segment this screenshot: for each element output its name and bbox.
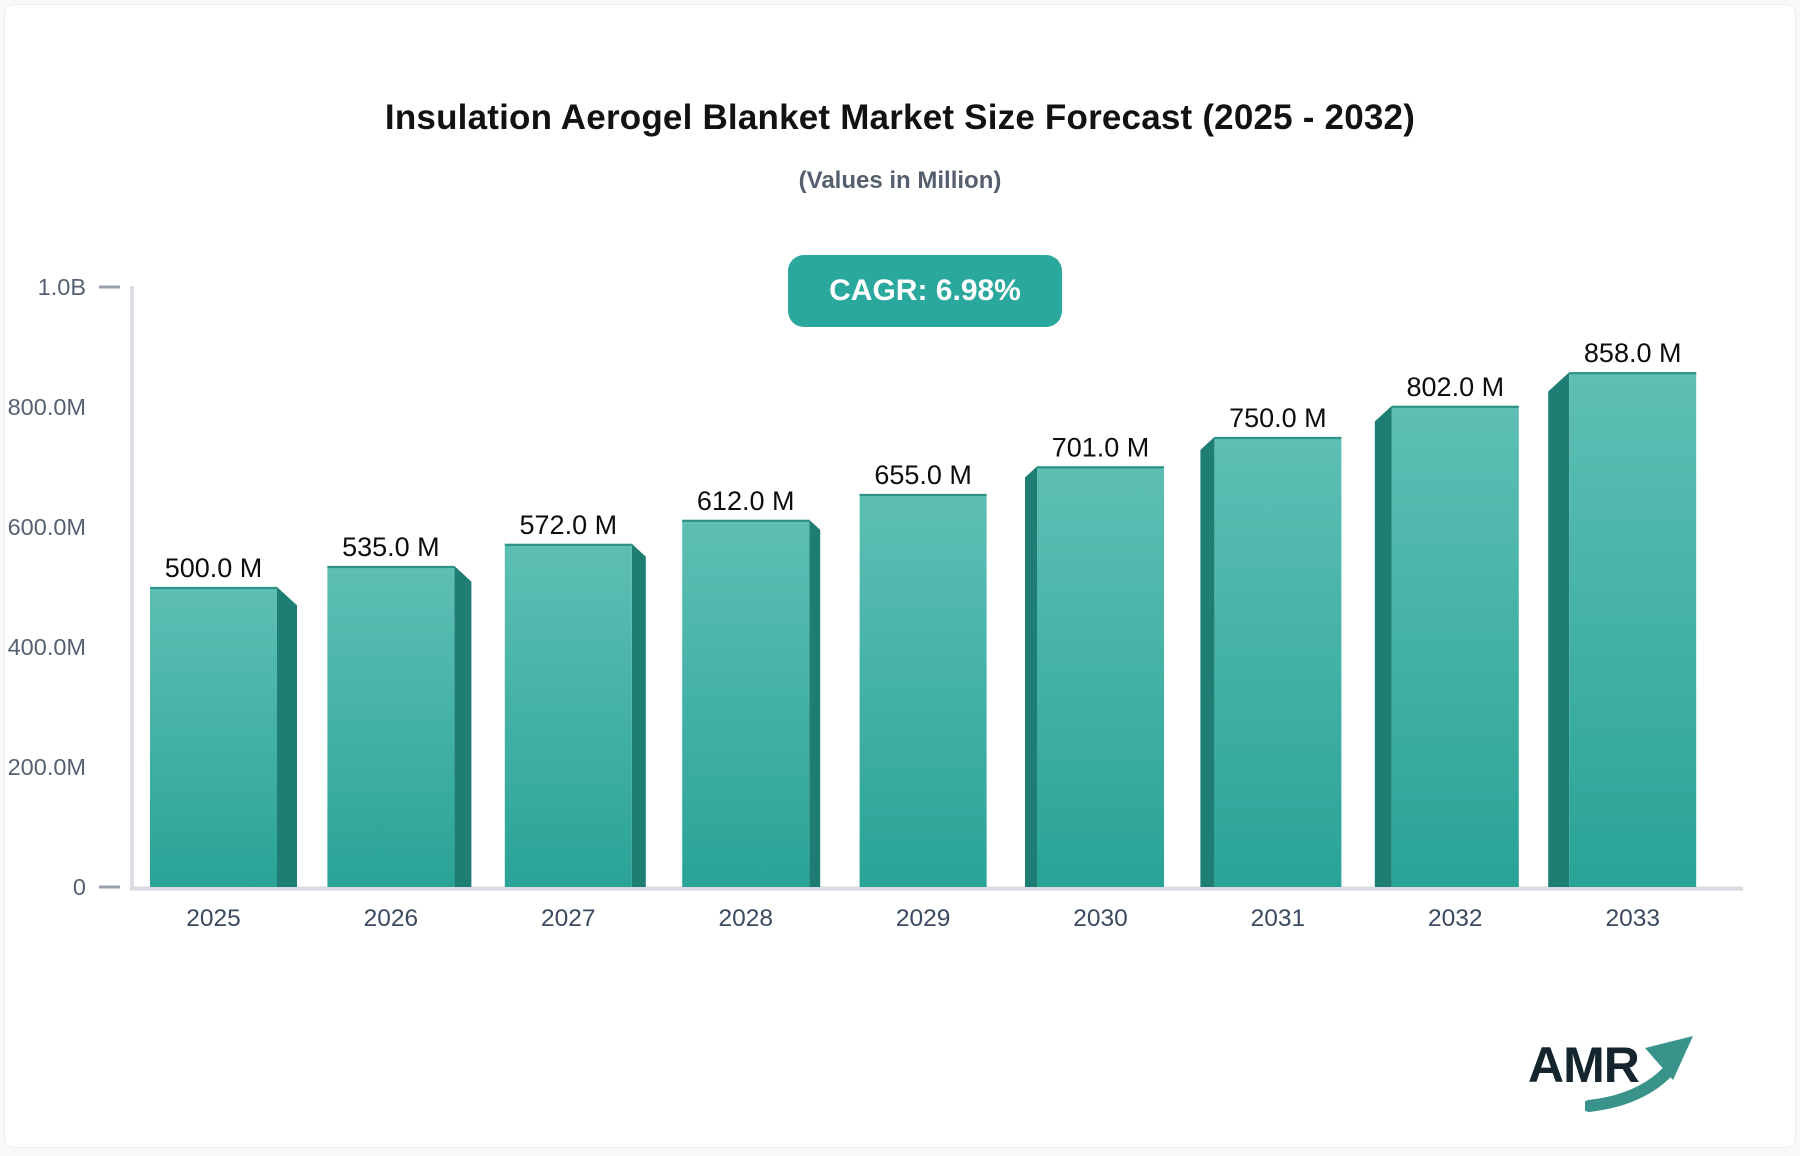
bar-side [1200,437,1215,887]
x-axis-label: 2031 [1251,905,1306,932]
y-axis-label: 1.0B [38,274,86,300]
bar-value-label: 701.0 M [1052,432,1150,462]
bar-side [454,566,472,887]
cagr-badge-label: CAGR: 6.98% [829,274,1021,307]
x-axis-label: 2033 [1605,905,1660,932]
bar-front [1569,372,1697,887]
bar-value-label: 858.0 M [1584,338,1682,368]
bar-side [1025,466,1037,887]
x-axis-label: 2029 [896,905,951,932]
bar-value-label: 612.0 M [697,486,795,516]
x-axis-label: 2030 [1073,905,1128,932]
bar-front [150,587,277,887]
bar-side [631,543,646,887]
y-axis-label: 800.0M [8,394,86,420]
bar-value-label: 500.0 M [165,553,263,583]
y-axis-label: 0 [73,874,86,900]
amr-logo: AMR [1528,1037,1640,1093]
x-axis-label: 2026 [364,905,419,932]
bar-side [277,587,297,887]
chart-title: Insulation Aerogel Blanket Market Size F… [384,98,1416,137]
bar-front [859,494,987,887]
bar-side [1548,372,1570,887]
bar-front [327,566,455,887]
x-axis-label: 2032 [1428,905,1483,932]
bar-value-label: 655.0 M [874,460,972,490]
bar-side [1374,405,1392,887]
y-axis-label: 600.0M [8,514,86,540]
x-axis-label: 2027 [541,905,596,932]
bar-front [1037,466,1164,887]
bar-value-label: 572.0 M [520,510,618,540]
bar-side [809,519,821,887]
cagr-badge: CAGR: 6.98% [788,255,1062,327]
bar-front [504,543,632,887]
y-axis-label: 200.0M [8,754,86,780]
growth-arrow-icon [1585,1036,1693,1112]
y-axis-label: 400.0M [8,634,86,660]
amr-logo-text: AMR [1528,1037,1640,1093]
bar-value-label: 750.0 M [1229,403,1327,433]
bar-front [1391,405,1519,887]
x-axis-label: 2025 [186,905,241,932]
bar-value-label: 802.0 M [1407,372,1505,402]
bar-front [682,519,810,887]
x-axis-label: 2028 [718,905,773,932]
bar-value-label: 535.0 M [342,532,440,562]
bar-front [1214,437,1342,887]
chart-subtitle: (Values in Million) [798,167,1002,194]
